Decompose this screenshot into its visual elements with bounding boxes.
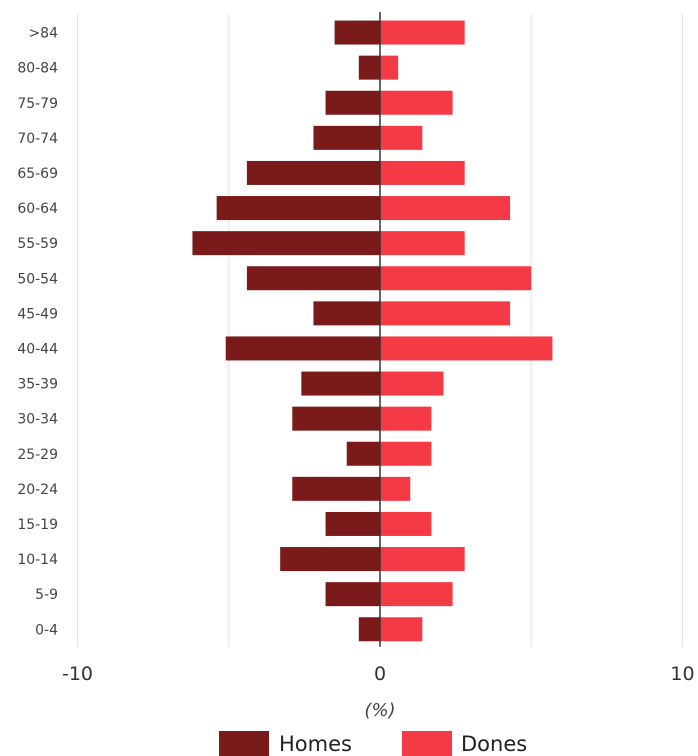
bar-homes-8: [313, 301, 380, 326]
category-label: >84: [28, 26, 58, 42]
bar-homes-6: [192, 231, 380, 256]
bar-dones-4: [380, 160, 465, 185]
bar-dones-9: [380, 336, 553, 361]
bar-homes-10: [301, 371, 380, 396]
legend-label-homes: Homes: [279, 732, 352, 756]
bar-homes-2: [325, 90, 380, 115]
bar-homes-9: [225, 336, 380, 361]
bar-homes-14: [325, 511, 380, 536]
bar-homes-5: [216, 196, 380, 221]
legend-label-dones: Dones: [461, 732, 527, 756]
legend-swatch-dones: [402, 731, 452, 756]
category-label: 60-64: [17, 201, 58, 217]
category-label: 70-74: [17, 131, 58, 147]
bar-homes-7: [246, 266, 380, 291]
bar-homes-16: [325, 582, 380, 607]
bars: [192, 20, 553, 642]
category-label: 20-24: [17, 482, 58, 498]
bar-dones-2: [380, 90, 453, 115]
category-label: 35-39: [17, 377, 58, 393]
bar-dones-8: [380, 301, 511, 326]
bar-dones-10: [380, 371, 444, 396]
grid-lines: [77, 14, 683, 647]
bar-homes-1: [358, 55, 380, 80]
bar-dones-5: [380, 196, 511, 221]
bar-dones-14: [380, 511, 432, 536]
bar-homes-17: [358, 617, 380, 642]
bar-dones-11: [380, 406, 432, 431]
legend-swatch-homes: [219, 731, 269, 756]
category-label: 15-19: [17, 517, 58, 533]
bar-homes-11: [292, 406, 380, 431]
bar-dones-13: [380, 476, 411, 501]
category-label: 65-69: [17, 166, 58, 182]
bar-dones-6: [380, 231, 465, 256]
category-label: 45-49: [17, 306, 58, 322]
category-label: 80-84: [17, 61, 58, 77]
x-tick-label: 10: [670, 663, 694, 685]
bar-dones-17: [380, 617, 423, 642]
bar-homes-4: [246, 160, 380, 185]
category-label: 5-9: [35, 587, 58, 603]
bar-dones-0: [380, 20, 465, 45]
bar-homes-0: [334, 20, 380, 45]
category-label: 10-14: [17, 552, 58, 568]
category-label: 55-59: [17, 236, 58, 252]
category-label: 40-44: [17, 341, 58, 357]
bar-dones-16: [380, 582, 453, 607]
category-label: 30-34: [17, 412, 58, 428]
bar-dones-15: [380, 547, 465, 572]
x-axis-label: (%): [364, 700, 395, 721]
x-tick-label: -10: [62, 663, 93, 685]
bar-dones-12: [380, 441, 432, 466]
bar-dones-1: [380, 55, 399, 80]
category-label: 75-79: [17, 96, 58, 112]
category-label: 50-54: [17, 271, 58, 287]
bar-dones-7: [380, 266, 532, 291]
category-label: 0-4: [35, 622, 58, 638]
x-tick-labels: -10 0 10: [62, 663, 695, 685]
category-labels: >84 80-84 75-79 70-74 65-69 60-64 55-59 50-54 45…: [17, 26, 58, 639]
bar-homes-3: [313, 125, 380, 150]
bar-dones-3: [380, 125, 423, 150]
legend: Homes Dones: [219, 731, 527, 756]
bar-homes-15: [280, 547, 380, 572]
x-tick-label: 0: [374, 663, 386, 685]
category-label: 25-29: [17, 447, 58, 463]
bar-homes-12: [346, 441, 380, 466]
bar-homes-13: [292, 476, 380, 501]
